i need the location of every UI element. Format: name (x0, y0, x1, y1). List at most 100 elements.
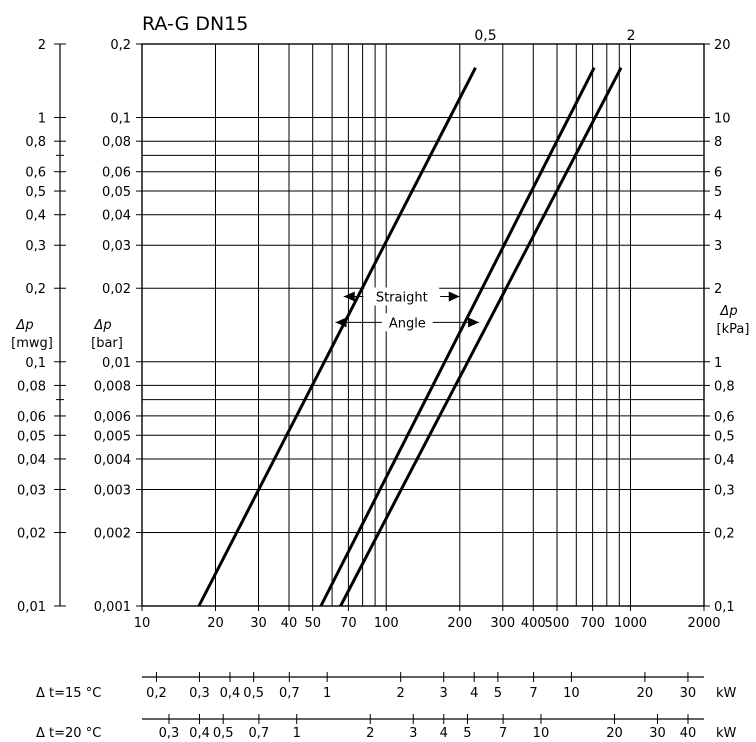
kpa-tick-label: 4 (714, 209, 722, 224)
mwg-axis-unit: [mwg] (11, 336, 53, 351)
kw-tick-label: 4 (470, 686, 478, 701)
x-tick-label: 10 (134, 616, 151, 631)
x-tick-label: 300 (490, 616, 515, 631)
bar-tick-label: 0,2 (110, 38, 131, 53)
bar-tick-label: 0,003 (94, 483, 131, 498)
mwg-tick-label: 0,02 (17, 526, 46, 541)
kw-tick-label: 0,3 (159, 726, 180, 741)
kpa-tick-label: 0,4 (714, 453, 735, 468)
kw-scale-label: Δ t=15 °C (36, 686, 101, 701)
kpa-tick-label: 3 (714, 239, 722, 254)
kw-tick-label: 0,4 (220, 686, 241, 701)
kw-tick-label: 3 (409, 726, 417, 741)
kw-tick-label: 7 (499, 726, 507, 741)
annotation-arrowhead (448, 291, 460, 302)
kpa-axis-unit: [kPa] (717, 322, 750, 337)
x-tick-label: 50 (304, 616, 321, 631)
kw-tick-label: 40 (680, 726, 697, 741)
kw-tick-label: 0,5 (243, 686, 264, 701)
kw-scale-unit: kW (716, 686, 737, 701)
kpa-tick-label: 8 (714, 135, 722, 150)
kpa-tick-label: 6 (714, 166, 722, 181)
kw-tick-label: 0,5 (213, 726, 234, 741)
kpa-tick-label: 0,3 (714, 483, 735, 498)
bar-tick-label: 0,02 (102, 282, 131, 297)
kw-tick-label: 0,2 (146, 686, 167, 701)
kpa-tick-label: 0,5 (714, 429, 735, 444)
x-tick-label: 400 (521, 616, 546, 631)
kpa-tick-label: 0,8 (714, 379, 735, 394)
mwg-tick-label: 0,1 (25, 356, 46, 371)
kpa-tick-label: 0,6 (714, 410, 735, 425)
series-line (339, 66, 623, 607)
mwg-tick-label: 0,06 (17, 410, 46, 425)
bar-tick-label: 0,03 (102, 239, 131, 254)
kw-tick-label: 0,7 (279, 686, 300, 701)
kw-tick-label: 10 (533, 726, 550, 741)
kpa-tick-label: 10 (714, 112, 731, 127)
mwg-tick-label: 0,8 (25, 135, 46, 150)
x-tick-label: 500 (545, 616, 570, 631)
kw-tick-label: 0,3 (189, 686, 210, 701)
kw-tick-label: 4 (440, 726, 448, 741)
mwg-tick-label: 0,08 (17, 379, 46, 394)
mwg-tick-label: 0,4 (25, 209, 46, 224)
x-tick-label: 1000 (614, 616, 647, 631)
kw-tick-label: 20 (606, 726, 623, 741)
kw-tick-label: 3 (440, 686, 448, 701)
kw-tick-label: 5 (463, 726, 471, 741)
kw-tick-label: 1 (293, 726, 301, 741)
kpa-tick-label: 2 (714, 282, 722, 297)
kw-tick-label: 2 (397, 686, 405, 701)
kw-tick-label: 2 (366, 726, 374, 741)
annotation-arrowhead (335, 317, 347, 328)
annotation-arrowhead (468, 317, 480, 328)
kpa-tick-label: 1 (714, 356, 722, 371)
kpa-axis-label: Δp (719, 304, 737, 319)
kw-tick-label: 7 (529, 686, 537, 701)
mwg-tick-label: 0,3 (25, 239, 46, 254)
kw-tick-label: 5 (494, 686, 502, 701)
series-lines: 0,5 2 (197, 28, 636, 607)
mwg-tick-label: 0,2 (25, 282, 46, 297)
annotation-label: Straight (376, 291, 428, 306)
annotation-label: Angle (389, 316, 426, 331)
series-label: 0,5 (474, 28, 496, 44)
chart-title: RA-G DN15 (142, 13, 248, 35)
bar-tick-label: 0,04 (102, 209, 131, 224)
mwg-tick-label: 0,05 (17, 429, 46, 444)
kw-tick-label: 20 (637, 686, 654, 701)
mwg-tick-label: 0,04 (17, 453, 46, 468)
annotations: Straight Angle (335, 287, 480, 332)
kpa-tick-label: 5 (714, 185, 722, 200)
kw-scale-label: Δ t=20 °C (36, 726, 101, 741)
mwg-tick-label: 0,03 (17, 483, 46, 498)
kw-tick-label: 0,4 (189, 726, 210, 741)
x-tick-label: 20 (207, 616, 224, 631)
kw-tick-label: 30 (649, 726, 666, 741)
series-label: 2 (627, 28, 636, 44)
bar-tick-label: 0,01 (102, 356, 131, 371)
x-tick-label: 70 (340, 616, 357, 631)
kw-scale-unit: kW (716, 726, 737, 741)
kw-tick-label: 1 (323, 686, 331, 701)
mwg-tick-label: 2 (38, 38, 46, 53)
kpa-tick-label: 0,2 (714, 526, 735, 541)
kpa-tick-label: 20 (714, 38, 731, 53)
axes: 0,01 0,001 0,1 0,02 0,002 0,2 0,03 0,003 0,3 0,04… (11, 38, 749, 631)
bar-tick-label: 0,05 (102, 185, 131, 200)
grid (141, 43, 705, 607)
bar-tick-label: 0,001 (94, 600, 131, 615)
mwg-tick-label: 0,6 (25, 166, 46, 181)
series-line (319, 66, 596, 607)
x-tick-label: 2000 (687, 616, 720, 631)
kw-scales: Δ t=15 °C kW0,2 0,3 0,4 0,5 0,7 1 2 3 4 5 7 10 20 30Δ … (36, 672, 737, 741)
annotation-label-bg (364, 287, 440, 306)
kw-tick-label: 10 (563, 686, 580, 701)
mwg-tick-label: 1 (38, 112, 46, 127)
bar-tick-label: 0,06 (102, 166, 131, 181)
plot-frame (141, 43, 705, 607)
bar-axis-label: Δp (93, 318, 111, 333)
annotation-arrowhead (343, 291, 355, 302)
